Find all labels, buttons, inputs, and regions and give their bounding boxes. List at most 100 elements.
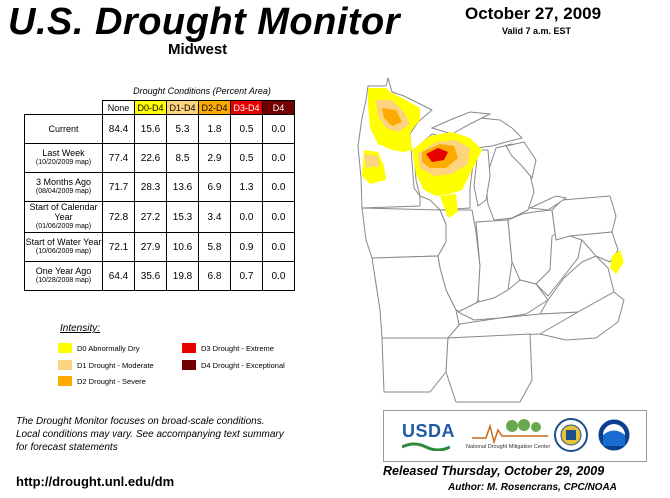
table-cell: 0.0 — [262, 172, 295, 202]
drought-stats-table: None D0-D4 D1-D4 D2-D4 D3-D4 D4 Current 8… — [24, 100, 295, 291]
table-cell: 27.2 — [134, 201, 167, 233]
row-label-text: Current — [48, 124, 79, 134]
table-cell: 1.8 — [198, 114, 231, 144]
map-title: U.S. Drought Monitor — [8, 1, 401, 43]
legend-swatch-d0 — [58, 343, 72, 353]
state-maryland — [569, 231, 619, 263]
table-cell: 72.8 — [102, 201, 135, 233]
state-shapes — [357, 77, 625, 403]
d0-pennsylvania-east — [610, 250, 624, 274]
ndmc-logo-icon — [472, 419, 548, 444]
col-header: D1-D4 — [166, 100, 199, 115]
row-label: One Year Ago (10/28/2008 map) — [24, 261, 103, 291]
table-cell: 27.9 — [134, 232, 167, 262]
table-cell: 15.6 — [134, 114, 167, 144]
table-cell: 71.7 — [102, 172, 135, 202]
website-link[interactable]: http://drought.unl.edu/dm — [16, 474, 175, 489]
state-iowa — [361, 207, 447, 259]
table-row: Last Week (10/20/2009 map) 77.4 22.6 8.5 2.9 0… — [24, 143, 295, 173]
table-cell: 2.9 — [198, 143, 231, 173]
row-label: 3 Months Ago (08/04/2009 map) — [24, 172, 103, 202]
state-mississippi-alabama — [445, 333, 533, 403]
legend-label-d4: D4 Drought - Exceptional — [201, 361, 285, 370]
col-header: D2-D4 — [198, 100, 231, 115]
legend-swatch-d2 — [58, 376, 72, 386]
state-indiana — [475, 219, 513, 303]
col-header: None — [102, 100, 135, 115]
table-corner — [25, 101, 103, 115]
usda-wave-icon — [402, 442, 450, 451]
row-label-text: One Year Ago — [35, 266, 92, 276]
legend-swatch-d1 — [58, 360, 72, 370]
table-cell: 28.3 — [134, 172, 167, 202]
table-row: Start of Calendar Year (01/06/2009 map) 72… — [24, 201, 295, 233]
region-label: Midwest — [168, 41, 228, 58]
state-pennsylvania — [551, 195, 617, 241]
usda-logo: USDA — [402, 421, 456, 441]
table-row: One Year Ago (10/28/2008 map) 64.4 35.6 19.8… — [24, 261, 295, 291]
table-cell: 0.0 — [262, 114, 295, 144]
table-cell: 5.3 — [166, 114, 199, 144]
row-label-text: Start of Water Year — [25, 237, 102, 247]
commerce-seal-icon — [554, 418, 588, 452]
lake-huron — [505, 141, 537, 180]
table-cell: 0.0 — [230, 201, 263, 233]
table-cell: 0.0 — [262, 201, 295, 233]
d3-wisconsin — [426, 148, 448, 162]
note-line: The Drought Monitor focuses on broad-sca… — [16, 416, 265, 427]
table-cell: 84.4 — [102, 114, 135, 144]
table-cell: 72.1 — [102, 232, 135, 262]
d0-wisconsin-south — [440, 194, 458, 218]
noaa-logo-icon — [597, 418, 631, 452]
legend-label-d3: D3 Drought - Extreme — [201, 344, 274, 353]
table-row: 3 Months Ago (08/04/2009 map) 71.7 28.3 13.6… — [24, 172, 295, 202]
legend-swatch-d3 — [182, 343, 196, 353]
row-label: Last Week (10/20/2009 map) — [24, 143, 103, 173]
state-arkansas — [381, 337, 449, 393]
row-label-map-date: (10/28/2008 map) — [35, 277, 92, 284]
table-cell: 8.5 — [166, 143, 199, 173]
table-cell: 0.7 — [230, 261, 263, 291]
valid-time: Valid 7 a.m. EST — [502, 26, 572, 36]
row-label-text: 3 Months Ago — [35, 177, 92, 187]
row-label-map-date: (08/04/2009 map) — [35, 188, 92, 195]
ndmc-logo: National Drought Mitigation Center — [466, 444, 551, 450]
lake-michigan — [473, 149, 491, 207]
col-header: D0-D4 — [134, 100, 167, 115]
legend-swatch-d4 — [182, 360, 196, 370]
table-cell: 19.8 — [166, 261, 199, 291]
table-cell: 3.4 — [198, 201, 231, 233]
partner-logos — [383, 410, 647, 462]
legend-label-d2: D2 Drought - Severe — [77, 377, 146, 386]
table-cell: 35.6 — [134, 261, 167, 291]
table-cell: 6.8 — [198, 261, 231, 291]
table-cell: 0.5 — [230, 143, 263, 173]
table-cell: 13.6 — [166, 172, 199, 202]
table-caption: Drought Conditions (Percent Area) — [133, 86, 271, 96]
legend-title: Intensity: — [60, 323, 101, 334]
row-label-text: Start of Calendar Year — [29, 202, 98, 222]
table-cell: 0.9 — [230, 232, 263, 262]
great-lakes — [430, 111, 568, 211]
note-line: Local conditions may vary. See accompany… — [16, 429, 284, 440]
col-header: D3-D4 — [230, 100, 263, 115]
midwest-drought-map — [357, 77, 625, 403]
state-north-carolina — [539, 291, 625, 341]
table-cell: 6.9 — [198, 172, 231, 202]
d1-minnesota-west — [364, 154, 380, 168]
table-cell: 0.0 — [262, 261, 295, 291]
row-label: Start of Water Year (10/06/2009 map) — [24, 232, 103, 262]
lake-erie — [528, 195, 568, 211]
state-virginia — [539, 255, 615, 315]
row-label: Current — [24, 114, 103, 144]
row-label-map-date: (01/06/2009 map) — [35, 223, 92, 230]
d2-minnesota — [382, 108, 402, 126]
table-cell: 0.0 — [262, 143, 295, 173]
table-cell: 10.6 — [166, 232, 199, 262]
legend-label-d0: D0 Abnormally Dry — [77, 344, 140, 353]
note-line: for forecast statements — [16, 442, 118, 453]
release-date: Released Thursday, October 29, 2009 — [383, 464, 605, 478]
table-cell: 64.4 — [102, 261, 135, 291]
drought-areas — [362, 88, 624, 274]
table-row: Current 84.4 15.6 5.3 1.8 0.5 0.0 — [24, 114, 295, 144]
